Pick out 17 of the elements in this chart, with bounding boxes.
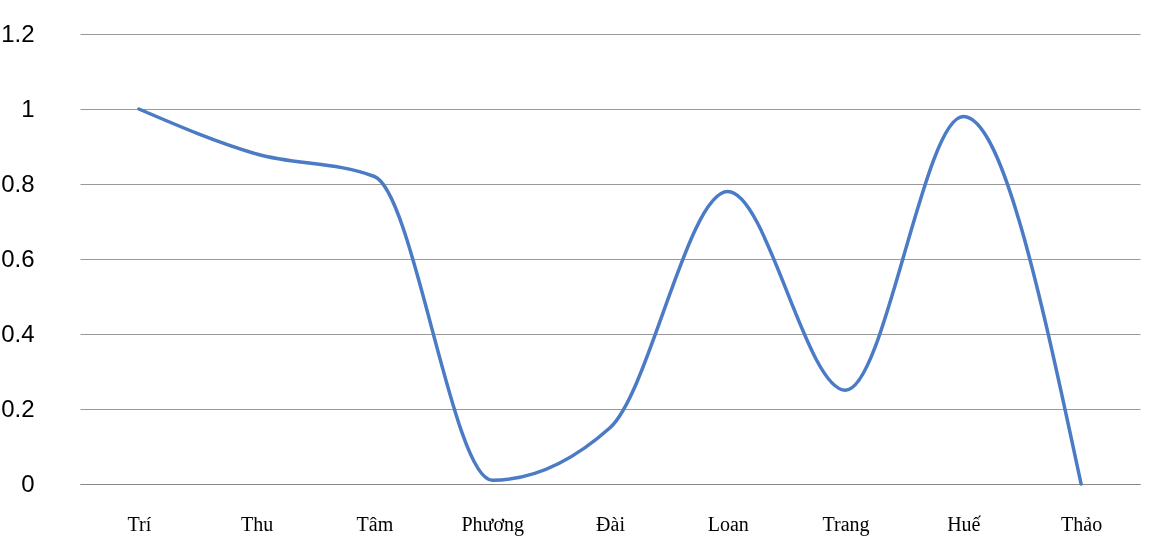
y-tick-label: 0.2 (1, 394, 35, 422)
y-tick-label: 0.6 (1, 244, 35, 272)
x-tick-label: Trang (822, 512, 870, 536)
x-tick-label: Phương (461, 512, 524, 536)
y-tick-label: 0 (21, 469, 35, 497)
x-tick-label: Loan (707, 512, 749, 535)
x-tick-label: Thu (241, 512, 274, 535)
y-tick-label: 0.8 (1, 169, 35, 197)
y-tick-label: 1 (21, 94, 35, 122)
y-tick-label: 0.4 (1, 319, 35, 347)
x-tick-label: Huế (947, 512, 982, 535)
x-tick-label: Trí (127, 512, 152, 535)
line-series (137, 107, 1083, 486)
x-tick-label: Tâm (356, 512, 394, 535)
x-tick-label: Đài (596, 512, 626, 535)
y-tick-label: 1.2 (1, 19, 35, 47)
x-tick-label: Thảo (1061, 512, 1103, 535)
